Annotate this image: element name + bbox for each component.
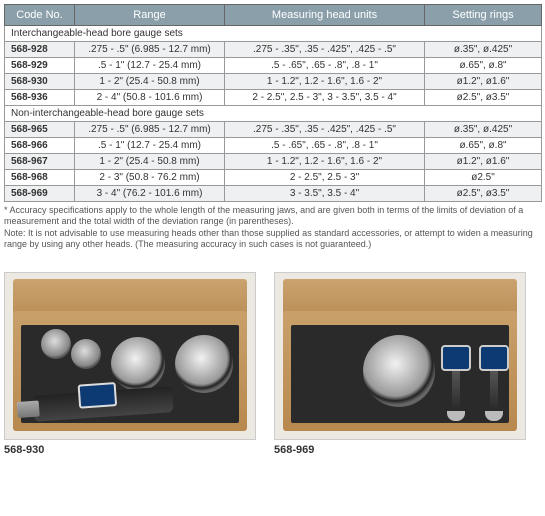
table-row: 568-930 1 - 2" (25.4 - 50.8 mm) 1 - 1.2"… — [5, 74, 542, 90]
cell-range: 1 - 2" (25.4 - 50.8 mm) — [75, 154, 225, 170]
table-row: 568-929 .5 - 1" (12.7 - 25.4 mm) .5 - .6… — [5, 58, 542, 74]
cell-rings: ø.35", ø.425" — [425, 42, 542, 58]
footnote-accuracy: * Accuracy specifications apply to the w… — [4, 205, 541, 228]
cell-code: 568-930 — [5, 74, 75, 90]
cell-heads: 2 - 2.5", 2.5 - 3" — [225, 170, 425, 186]
cell-range: 1 - 2" (25.4 - 50.8 mm) — [75, 74, 225, 90]
cell-code: 568-967 — [5, 154, 75, 170]
cell-range: .5 - 1" (12.7 - 25.4 mm) — [75, 58, 225, 74]
cell-heads: .5 - .65", .65 - .8", .8 - 1" — [225, 138, 425, 154]
table-row: 568-969 3 - 4" (76.2 - 101.6 mm) 3 - 3.5… — [5, 186, 542, 202]
image-caption-right: 568-969 — [274, 444, 526, 456]
cell-rings: ø2.5", ø3.5" — [425, 90, 542, 106]
table-row: 568-965 .275 - .5" (6.985 - 12.7 mm) .27… — [5, 122, 542, 138]
footnote-heads: Note: It is not advisable to use measuri… — [4, 228, 541, 251]
table-row: 568-968 2 - 3" (50.8 - 76.2 mm) 2 - 2.5"… — [5, 170, 542, 186]
cell-range: 2 - 3" (50.8 - 76.2 mm) — [75, 170, 225, 186]
product-image-right-box: 568-969 — [274, 272, 526, 456]
cell-heads: 1 - 1.2", 1.2 - 1.6", 1.6 - 2" — [225, 154, 425, 170]
section-row-1: Interchangeable-head bore gauge sets — [5, 26, 542, 42]
cell-range: .5 - 1" (12.7 - 25.4 mm) — [75, 138, 225, 154]
table-row: 568-967 1 - 2" (25.4 - 50.8 mm) 1 - 1.2"… — [5, 154, 542, 170]
table-header-row: Code No. Range Measuring head units Sett… — [5, 5, 542, 26]
footnotes: * Accuracy specifications apply to the w… — [4, 205, 541, 250]
cell-range: 2 - 4" (50.8 - 101.6 mm) — [75, 90, 225, 106]
product-image-568-969 — [274, 272, 526, 440]
product-image-row: 568-930 568-969 — [4, 272, 541, 456]
cell-rings: ø1.2", ø1.6" — [425, 74, 542, 90]
th-code: Code No. — [5, 5, 75, 26]
cell-heads: .5 - .65", .65 - .8", .8 - 1" — [225, 58, 425, 74]
cell-range: .275 - .5" (6.985 - 12.7 mm) — [75, 122, 225, 138]
table-row: 568-928 .275 - .5" (6.985 - 12.7 mm) .27… — [5, 42, 542, 58]
section-label-2: Non-interchangeable-head bore gauge sets — [5, 106, 542, 122]
cell-code: 568-929 — [5, 58, 75, 74]
table-row: 568-936 2 - 4" (50.8 - 101.6 mm) 2 - 2.5… — [5, 90, 542, 106]
cell-rings: ø1.2", ø1.6" — [425, 154, 542, 170]
cell-code: 568-928 — [5, 42, 75, 58]
th-range: Range — [75, 5, 225, 26]
cell-range: .275 - .5" (6.985 - 12.7 mm) — [75, 42, 225, 58]
cell-code: 568-969 — [5, 186, 75, 202]
section-row-2: Non-interchangeable-head bore gauge sets — [5, 106, 542, 122]
section-label-1: Interchangeable-head bore gauge sets — [5, 26, 542, 42]
th-heads: Measuring head units — [225, 5, 425, 26]
cell-heads: .275 - .35", .35 - .425", .425 - .5" — [225, 42, 425, 58]
cell-rings: ø2.5" — [425, 170, 542, 186]
spec-table: Code No. Range Measuring head units Sett… — [4, 4, 542, 202]
cell-rings: ø.65", ø.8" — [425, 138, 542, 154]
cell-heads: 1 - 1.2", 1.2 - 1.6", 1.6 - 2" — [225, 74, 425, 90]
image-caption-left: 568-930 — [4, 444, 256, 456]
cell-code: 568-966 — [5, 138, 75, 154]
cell-range: 3 - 4" (76.2 - 101.6 mm) — [75, 186, 225, 202]
cell-heads: .275 - .35", .35 - .425", .425 - .5" — [225, 122, 425, 138]
cell-rings: ø.35", ø.425" — [425, 122, 542, 138]
cell-rings: ø.65", ø.8" — [425, 58, 542, 74]
product-image-568-930 — [4, 272, 256, 440]
cell-heads: 3 - 3.5", 3.5 - 4" — [225, 186, 425, 202]
cell-code: 568-965 — [5, 122, 75, 138]
cell-rings: ø2.5", ø3.5" — [425, 186, 542, 202]
product-image-left-box: 568-930 — [4, 272, 256, 456]
th-rings: Setting rings — [425, 5, 542, 26]
cell-heads: 2 - 2.5", 2.5 - 3", 3 - 3.5", 3.5 - 4" — [225, 90, 425, 106]
table-row: 568-966 .5 - 1" (12.7 - 25.4 mm) .5 - .6… — [5, 138, 542, 154]
cell-code: 568-936 — [5, 90, 75, 106]
cell-code: 568-968 — [5, 170, 75, 186]
